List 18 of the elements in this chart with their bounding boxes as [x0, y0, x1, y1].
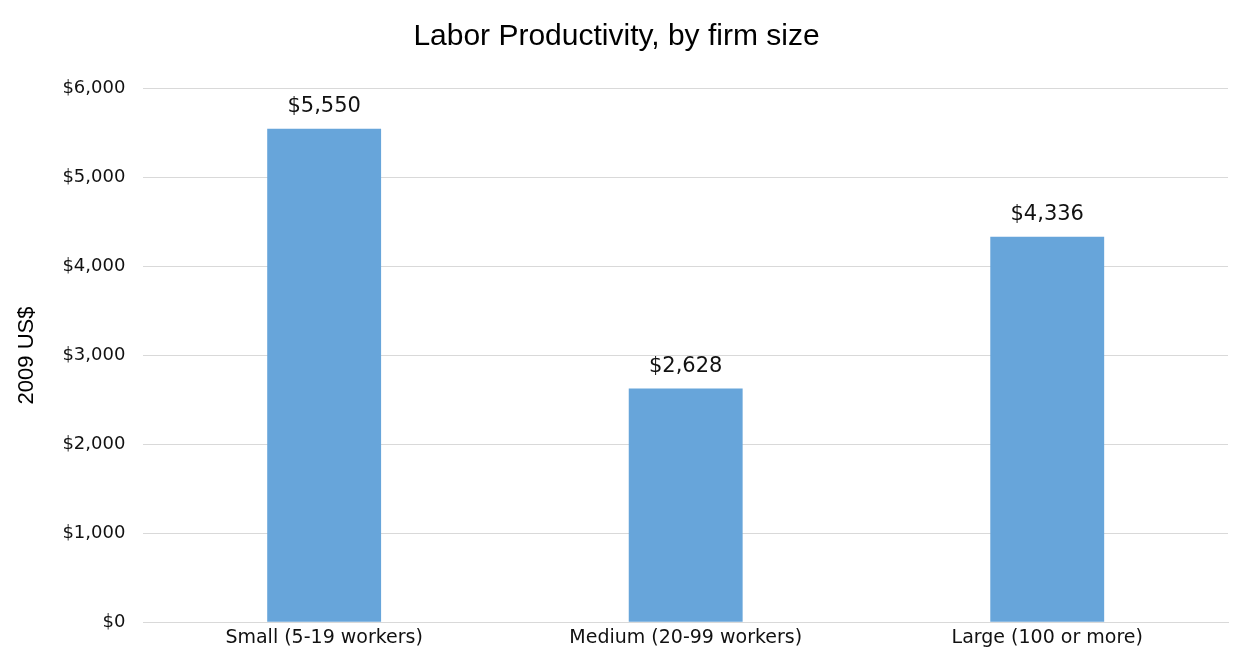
data-label: $5,550 [287, 92, 361, 117]
y-tick-label: $0 [102, 609, 126, 631]
chart-title: Labor Productivity, by firm size [412, 17, 821, 53]
data-label: $2,628 [648, 352, 723, 377]
bar [628, 388, 743, 622]
y-tick-label: $4,000 [62, 254, 126, 276]
y-axis-title: 2009 US$ [13, 306, 39, 405]
y-tick-label: $6,000 [62, 76, 126, 98]
y-tick-label: $5,000 [62, 165, 126, 187]
x-tick-label: Large (100 or more) [951, 624, 1143, 647]
x-tick-label: Small (5-19 workers) [225, 624, 423, 647]
y-tick-label: $1,000 [62, 520, 126, 542]
x-tick-label: Medium (20-99 workers) [569, 624, 803, 647]
y-tick-label: $2,000 [62, 432, 126, 454]
data-label: $4,336 [1010, 200, 1084, 225]
y-tick-label: $3,000 [62, 343, 126, 365]
bar [267, 128, 382, 622]
bar [990, 236, 1105, 622]
